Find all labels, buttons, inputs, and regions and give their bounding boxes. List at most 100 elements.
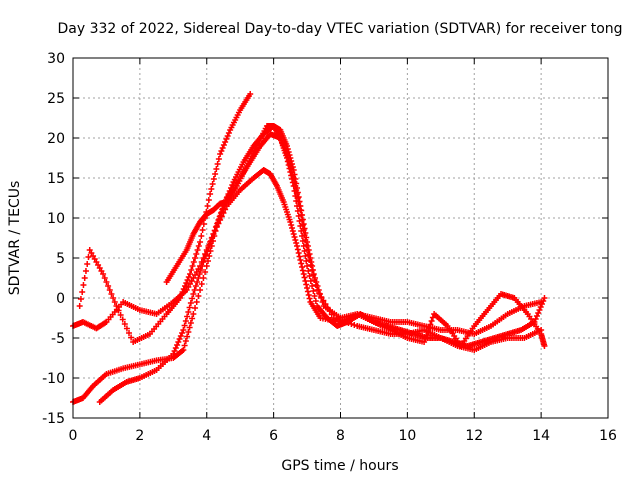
- data-point: [204, 203, 211, 209]
- y-tick-label: -15: [42, 411, 65, 427]
- data-point: [176, 336, 183, 342]
- data-point: [305, 268, 312, 274]
- data-point: [205, 197, 212, 203]
- data-point: [305, 292, 312, 298]
- data-point: [303, 258, 310, 264]
- data-point: [205, 245, 212, 251]
- data-point: [302, 278, 309, 284]
- data-point: [247, 91, 254, 97]
- data-point: [117, 312, 124, 318]
- data-point: [181, 342, 188, 349]
- data-point: [199, 263, 206, 269]
- y-tick-label: 25: [47, 91, 65, 107]
- x-tick-label: 8: [336, 428, 345, 444]
- data-point: [198, 233, 205, 239]
- data-point: [82, 268, 89, 274]
- data-point: [180, 347, 187, 353]
- data-point: [189, 263, 196, 269]
- data-point: [301, 274, 308, 281]
- data-point: [306, 273, 313, 279]
- data-point: [298, 260, 305, 267]
- data-point: [301, 248, 308, 254]
- data-point: [191, 287, 198, 293]
- data-point: [288, 222, 295, 228]
- y-tick-label: 10: [47, 211, 65, 227]
- data-point: [180, 327, 187, 333]
- data-point: [84, 261, 91, 267]
- x-axis-label: GPS time / hours: [281, 458, 398, 474]
- data-point: [187, 271, 194, 277]
- data-point: [207, 238, 214, 244]
- data-point: [195, 243, 202, 249]
- data-point: [294, 246, 301, 253]
- data-point: [304, 288, 311, 295]
- y-tick-label: -10: [42, 371, 65, 387]
- data-point: [208, 186, 215, 192]
- data-point: [186, 304, 193, 311]
- data-point: [79, 289, 86, 295]
- data-point: [196, 271, 203, 277]
- data-point: [299, 212, 306, 218]
- data-point: [185, 329, 192, 335]
- data-point: [294, 208, 301, 214]
- data-point: [106, 287, 113, 293]
- data-point: [210, 176, 217, 182]
- data-point: [289, 176, 296, 182]
- data-point: [541, 295, 548, 301]
- data-point: [305, 247, 312, 253]
- data-point: [290, 231, 297, 237]
- data-point: [287, 169, 294, 175]
- data-point: [111, 299, 118, 305]
- data-point: [207, 191, 214, 197]
- data-point: [428, 318, 435, 324]
- data-point: [288, 172, 295, 179]
- data-point: [299, 233, 306, 239]
- data-point: [184, 313, 191, 320]
- data-point: [295, 213, 302, 219]
- x-tick-label: 6: [269, 428, 278, 444]
- data-point: [294, 203, 301, 209]
- data-point: [315, 287, 322, 293]
- x-tick-label: 10: [398, 428, 416, 444]
- axis-ticks: 0 2 4 6 8 10 12 14 16 -15 -10 -5 0 5 10 15 20 25 30: [42, 51, 617, 444]
- data-point: [285, 149, 292, 155]
- data-point: [187, 320, 194, 326]
- data-point: [293, 240, 300, 246]
- data-point: [220, 142, 227, 148]
- data-point: [123, 325, 130, 332]
- data-point: [110, 295, 117, 301]
- data-point: [304, 263, 311, 269]
- data-point: [294, 189, 301, 196]
- x-tick-label: 14: [532, 428, 550, 444]
- data-point: [312, 275, 319, 281]
- data-point: [197, 287, 204, 293]
- data-point: [294, 243, 301, 249]
- data-point: [198, 281, 205, 287]
- data-point: [128, 334, 135, 341]
- data-point: [206, 241, 213, 248]
- data-point: [302, 230, 309, 236]
- data-point: [424, 328, 431, 335]
- data-point: [319, 299, 326, 305]
- data-point: [303, 281, 310, 288]
- data-point: [179, 330, 186, 336]
- data-point: [217, 210, 224, 216]
- data-point: [187, 300, 194, 306]
- data-point: [219, 206, 226, 213]
- data-point: [192, 255, 199, 261]
- data-point: [290, 183, 297, 189]
- data-point: [297, 223, 304, 229]
- data-point: [77, 296, 84, 302]
- grid: [73, 58, 608, 418]
- y-tick-label: -5: [51, 331, 65, 347]
- data-point: [299, 264, 306, 270]
- data-point: [304, 239, 311, 245]
- data-point: [307, 278, 314, 284]
- data-point: [303, 234, 310, 241]
- data-point: [214, 220, 221, 227]
- data-point: [299, 267, 306, 274]
- data-point: [289, 179, 296, 186]
- data-point: [284, 155, 290, 161]
- series-trace-3: [96, 123, 548, 405]
